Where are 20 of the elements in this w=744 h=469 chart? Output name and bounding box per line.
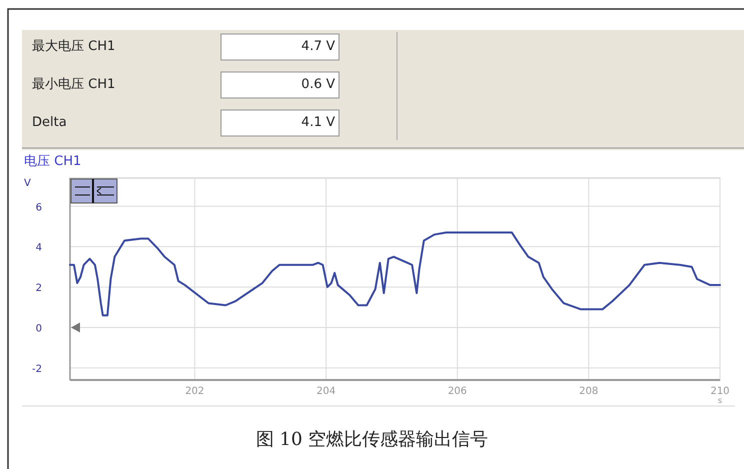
chart-title: 电压 CH1	[24, 154, 82, 169]
y-tick-label: 0	[36, 323, 42, 334]
y-tick-label: -2	[32, 364, 42, 375]
text: 最小电压 CH1	[32, 77, 116, 92]
y-tick-label: 4	[36, 242, 42, 254]
x-tick-label: 210	[710, 386, 730, 397]
x-axis-title: s	[718, 396, 722, 405]
x-tick-label: 204	[316, 386, 336, 397]
y-axis-title: V	[24, 178, 31, 189]
text: 0.6 V	[301, 77, 336, 92]
x-tick-label: 206	[448, 386, 467, 397]
x-tick-label: 208	[579, 386, 598, 397]
y-tick-label: 2	[36, 283, 42, 294]
caption: 图 10 空燃比传感器输出信号	[256, 429, 488, 450]
x-tick-label: 202	[185, 386, 204, 397]
text: 4.1 V	[301, 115, 336, 130]
text: 4.7 V	[301, 39, 336, 54]
y-tick-label: 6	[36, 202, 42, 214]
text: 最大电压 CH1	[32, 39, 116, 54]
text: Delta	[32, 115, 67, 130]
